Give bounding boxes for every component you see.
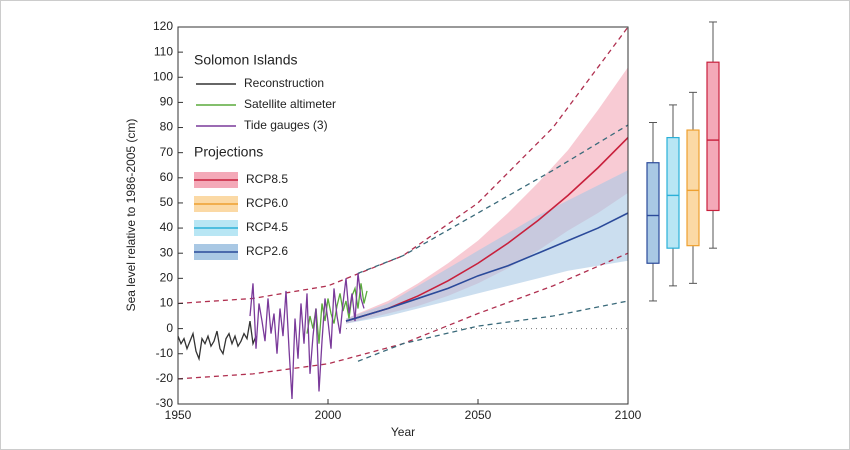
x-tick-label: 2000 <box>315 408 342 422</box>
legend-title: Solomon Islands <box>194 52 298 68</box>
projection-band <box>346 170 628 324</box>
x-axis-label: Year <box>391 425 415 439</box>
y-tick-label: 0 <box>166 321 173 335</box>
y-tick-label: 100 <box>153 69 173 83</box>
box <box>646 162 660 264</box>
x-tick-label: 2100 <box>615 408 642 422</box>
y-tick-label: 20 <box>160 271 174 285</box>
y-tick-label: 90 <box>160 95 174 109</box>
x-tick-label: 2050 <box>465 408 492 422</box>
projection-line <box>345 137 629 322</box>
legend-label: RCP2.6 <box>246 244 288 258</box>
legend-label: RCP8.5 <box>246 172 288 186</box>
legend-subtitle: Projections <box>194 144 263 160</box>
y-tick-label: 40 <box>160 220 174 234</box>
x-tick-label: 1950 <box>165 408 192 422</box>
envelope-line <box>357 300 629 362</box>
y-tick-label: -20 <box>156 371 174 385</box>
observation-line <box>249 273 365 400</box>
legend-label: Satellite altimeter <box>244 97 336 111</box>
legend-label: Reconstruction <box>244 76 324 90</box>
projection-line <box>345 212 629 322</box>
legend-label: RCP6.0 <box>246 196 288 210</box>
y-tick-label: 30 <box>160 245 174 259</box>
y-tick-label: 70 <box>160 145 174 159</box>
y-tick-label: -10 <box>156 346 174 360</box>
box <box>686 129 700 247</box>
envelope-line <box>177 26 629 305</box>
box <box>706 61 720 212</box>
y-axis-label: Sea level relative to 1986-2005 (cm) <box>124 119 138 312</box>
plot-frame <box>177 26 629 405</box>
y-tick-label: 110 <box>154 44 173 58</box>
legend-label: Tide gauges (3) <box>244 118 328 132</box>
box <box>666 136 680 249</box>
y-tick-label: -30 <box>156 396 174 410</box>
legend-label: RCP4.5 <box>246 220 288 234</box>
y-tick-label: 10 <box>160 296 174 310</box>
y-tick-label: 80 <box>160 120 174 134</box>
y-tick-label: 60 <box>160 170 174 184</box>
observation-line <box>177 320 257 362</box>
y-tick-label: 50 <box>160 195 174 209</box>
y-tick-label: 120 <box>153 19 173 33</box>
